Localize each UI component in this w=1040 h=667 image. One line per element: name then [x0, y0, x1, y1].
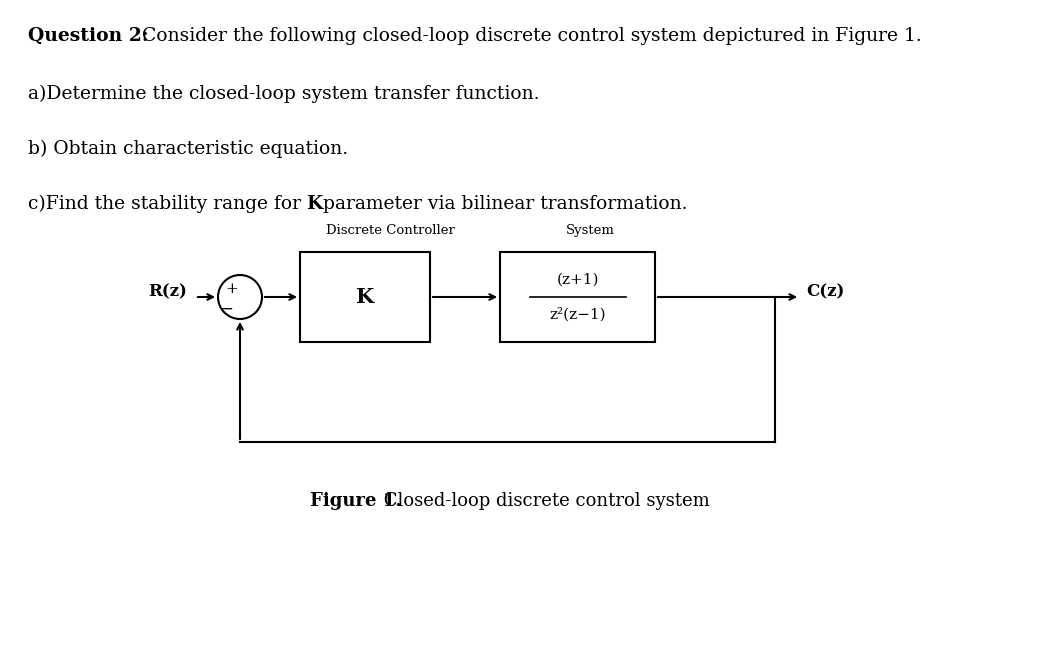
Text: (z+1): (z+1): [556, 273, 599, 287]
Text: a)Determine the closed-loop system transfer function.: a)Determine the closed-loop system trans…: [28, 85, 540, 103]
Text: K: K: [306, 195, 322, 213]
Text: Figure 1.: Figure 1.: [310, 492, 401, 510]
Text: Closed-loop discrete control system: Closed-loop discrete control system: [378, 492, 709, 510]
Text: −: −: [219, 301, 233, 317]
Text: parameter via bilinear transformation.: parameter via bilinear transformation.: [317, 195, 687, 213]
Text: C(z): C(z): [806, 283, 844, 301]
FancyBboxPatch shape: [300, 252, 430, 342]
FancyBboxPatch shape: [500, 252, 655, 342]
Text: K: K: [356, 287, 374, 307]
Text: Consider the following closed-loop discrete control system depictured in Figure : Consider the following closed-loop discr…: [136, 27, 921, 45]
Text: z²(z−1): z²(z−1): [549, 307, 606, 321]
Text: System: System: [566, 224, 615, 237]
Text: Discrete Controller: Discrete Controller: [326, 224, 454, 237]
Text: Question 2:: Question 2:: [28, 27, 149, 45]
Text: c)Find the stability range for: c)Find the stability range for: [28, 195, 307, 213]
Text: R(z): R(z): [148, 283, 187, 301]
Text: +: +: [226, 282, 238, 296]
Text: b) Obtain characteristic equation.: b) Obtain characteristic equation.: [28, 140, 348, 158]
